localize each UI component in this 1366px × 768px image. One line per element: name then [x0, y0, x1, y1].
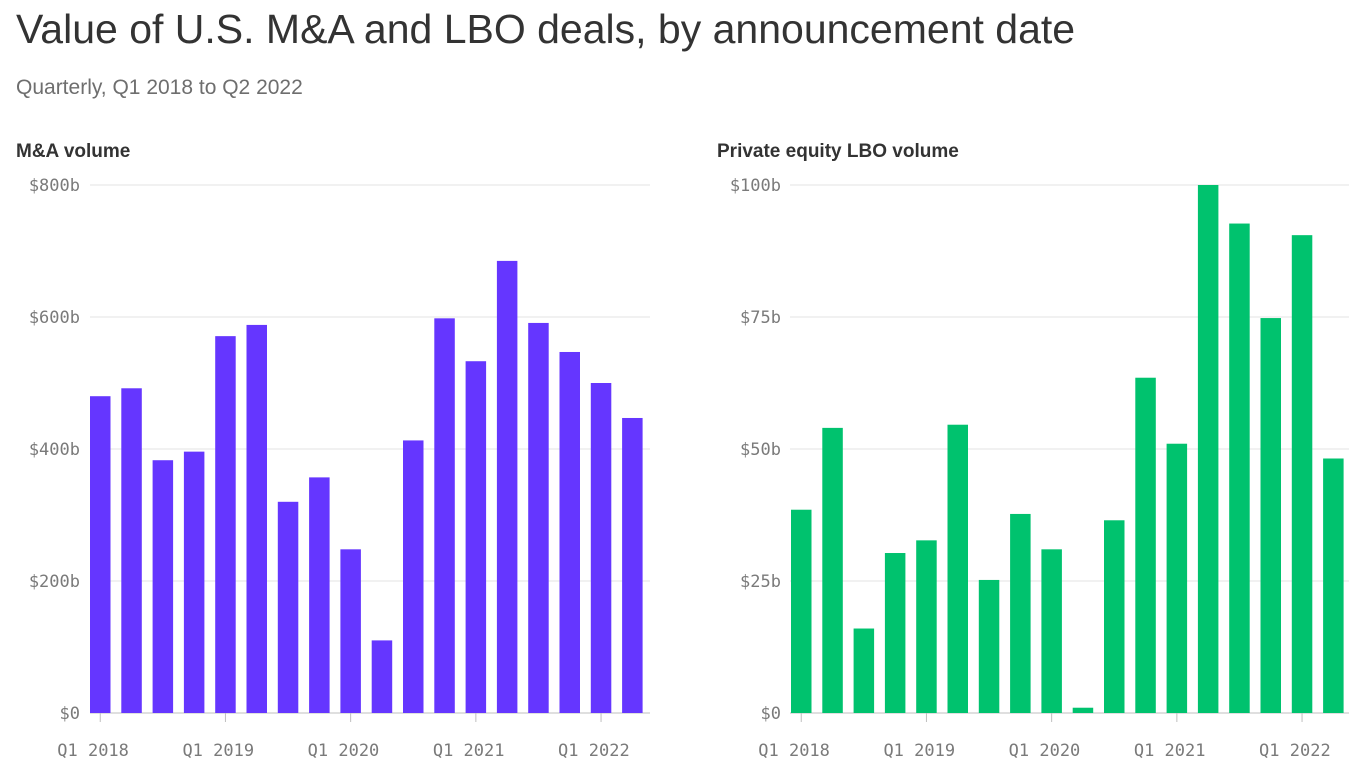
ma-bar-q4-2018 — [183, 451, 205, 713]
lbo-y-tick-label: $100b — [730, 176, 781, 196]
lbo-bar-q1-2019 — [916, 540, 937, 713]
ma-bar-q4-2019 — [309, 477, 330, 713]
ma-x-tick-label: Q1 2020 — [308, 741, 380, 761]
lbo-bar-q3-2019 — [978, 579, 1000, 713]
lbo-x-tick-label: Q1 2020 — [1009, 741, 1081, 761]
lbo-bar-q3-2020 — [1104, 520, 1125, 713]
ma-x-tick-label: Q1 2019 — [182, 741, 254, 761]
lbo-y-tick-label: $25b — [740, 572, 781, 592]
ma-bar-q2-2021 — [496, 260, 518, 713]
ma-x-tick-label: Q1 2021 — [433, 741, 505, 761]
lbo-bar-q4-2019 — [1010, 513, 1031, 713]
lbo-bar-q1-2020 — [1041, 549, 1062, 713]
ma-bar-q4-2021 — [559, 351, 580, 713]
ma-bar-q1-2018 — [90, 396, 111, 713]
lbo-bar-q2-2021 — [1197, 185, 1219, 713]
chart-subtitle: Quarterly, Q1 2018 to Q2 2022 — [16, 76, 303, 99]
ma-volume-chart: $0 $200b $400b $600b $800b Q1 2018 Q1 2019 Q1 2… — [29, 176, 650, 761]
ma-bar-q2-2018 — [121, 388, 142, 713]
lbo-bar-q2-2019 — [947, 424, 968, 713]
ma-x-tick-label: Q1 2018 — [57, 741, 129, 761]
lbo-bar-q3-2018 — [853, 628, 875, 713]
lbo-y-tick-label: $0 — [761, 704, 781, 724]
ma-bar-q1-2020 — [340, 549, 361, 713]
ma-bar-q2-2019 — [246, 324, 267, 713]
lbo-bar-q4-2018 — [884, 553, 906, 713]
lbo-bar-q2-2018 — [822, 427, 843, 713]
ma-y-tick-label: $600b — [29, 308, 80, 328]
lbo-x-tick-label: Q1 2019 — [883, 741, 955, 761]
lbo-volume-chart: $0 $25b $50b $75b $100b Q1 2018 Q1 2019 Q1 2020… — [730, 176, 1349, 761]
lbo-bar-q1-2021 — [1166, 443, 1188, 713]
ma-bar-q3-2021 — [528, 322, 549, 713]
lbo-y-tick-label: $75b — [740, 308, 781, 328]
ma-x-tick-label: Q1 2022 — [558, 741, 630, 761]
ma-bar-q4-2020 — [434, 318, 455, 713]
lbo-bar-q2-2022 — [1323, 458, 1344, 713]
lbo-x-tick-label: Q1 2022 — [1259, 741, 1331, 761]
lbo-bar-q2-2020 — [1072, 707, 1094, 713]
lbo-bar-q1-2022 — [1291, 235, 1313, 713]
lbo-bar-q4-2021 — [1260, 318, 1281, 713]
ma-bar-q3-2019 — [277, 501, 299, 713]
ma-bar-q1-2022 — [590, 383, 612, 713]
ma-y-tick-label: $200b — [29, 572, 80, 592]
chart-title: Value of U.S. M&A and LBO deals, by anno… — [16, 6, 1076, 52]
lbo-bar-q4-2020 — [1135, 377, 1156, 713]
ma-bar-q3-2018 — [152, 460, 174, 713]
ma-bar-q1-2019 — [215, 336, 236, 713]
lbo-x-tick-label: Q1 2018 — [758, 741, 830, 761]
ma-bar-q2-2020 — [371, 640, 393, 713]
ma-y-tick-label: $400b — [29, 440, 80, 460]
lbo-y-tick-label: $50b — [740, 440, 781, 460]
lbo-bar-q3-2021 — [1229, 223, 1250, 713]
ma-bar-q2-2022 — [622, 417, 643, 713]
lbo-bar-q1-2018 — [791, 509, 812, 713]
ma-y-tick-label: $0 — [60, 704, 80, 724]
ma-bar-q3-2020 — [403, 440, 424, 713]
lbo-panel-title: Private equity LBO volume — [717, 141, 959, 162]
ma-y-tick-label: $800b — [29, 176, 80, 196]
ma-panel-title: M&A volume — [16, 141, 131, 162]
lbo-x-tick-label: Q1 2021 — [1134, 741, 1206, 761]
ma-bar-q1-2021 — [465, 361, 487, 713]
